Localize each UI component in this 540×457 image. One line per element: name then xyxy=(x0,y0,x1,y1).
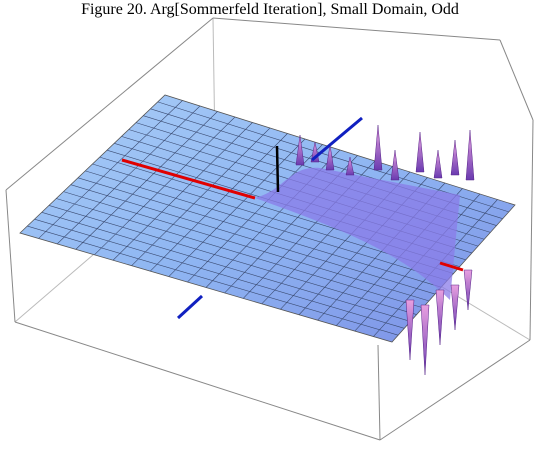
spike xyxy=(373,124,383,171)
spike xyxy=(435,289,445,346)
spike xyxy=(345,156,355,176)
spike xyxy=(433,149,443,179)
spike xyxy=(295,134,305,166)
red-line xyxy=(439,261,464,272)
red-line xyxy=(121,158,256,200)
spike xyxy=(405,299,415,361)
spikes xyxy=(295,124,475,376)
figure-title: Figure 20. Arg[Sommerfeld Iteration], Sm… xyxy=(81,1,459,18)
spike xyxy=(465,129,475,181)
spike xyxy=(450,139,460,176)
ridge xyxy=(255,167,460,300)
surface xyxy=(19,94,516,343)
blue-line xyxy=(176,294,204,320)
spike xyxy=(325,144,335,171)
blue-line xyxy=(311,116,363,162)
spike xyxy=(390,149,400,181)
spike xyxy=(415,131,425,173)
spike xyxy=(420,304,430,376)
box-front xyxy=(5,17,534,441)
spike xyxy=(450,284,460,331)
spike xyxy=(463,269,473,311)
black-line xyxy=(275,145,280,193)
